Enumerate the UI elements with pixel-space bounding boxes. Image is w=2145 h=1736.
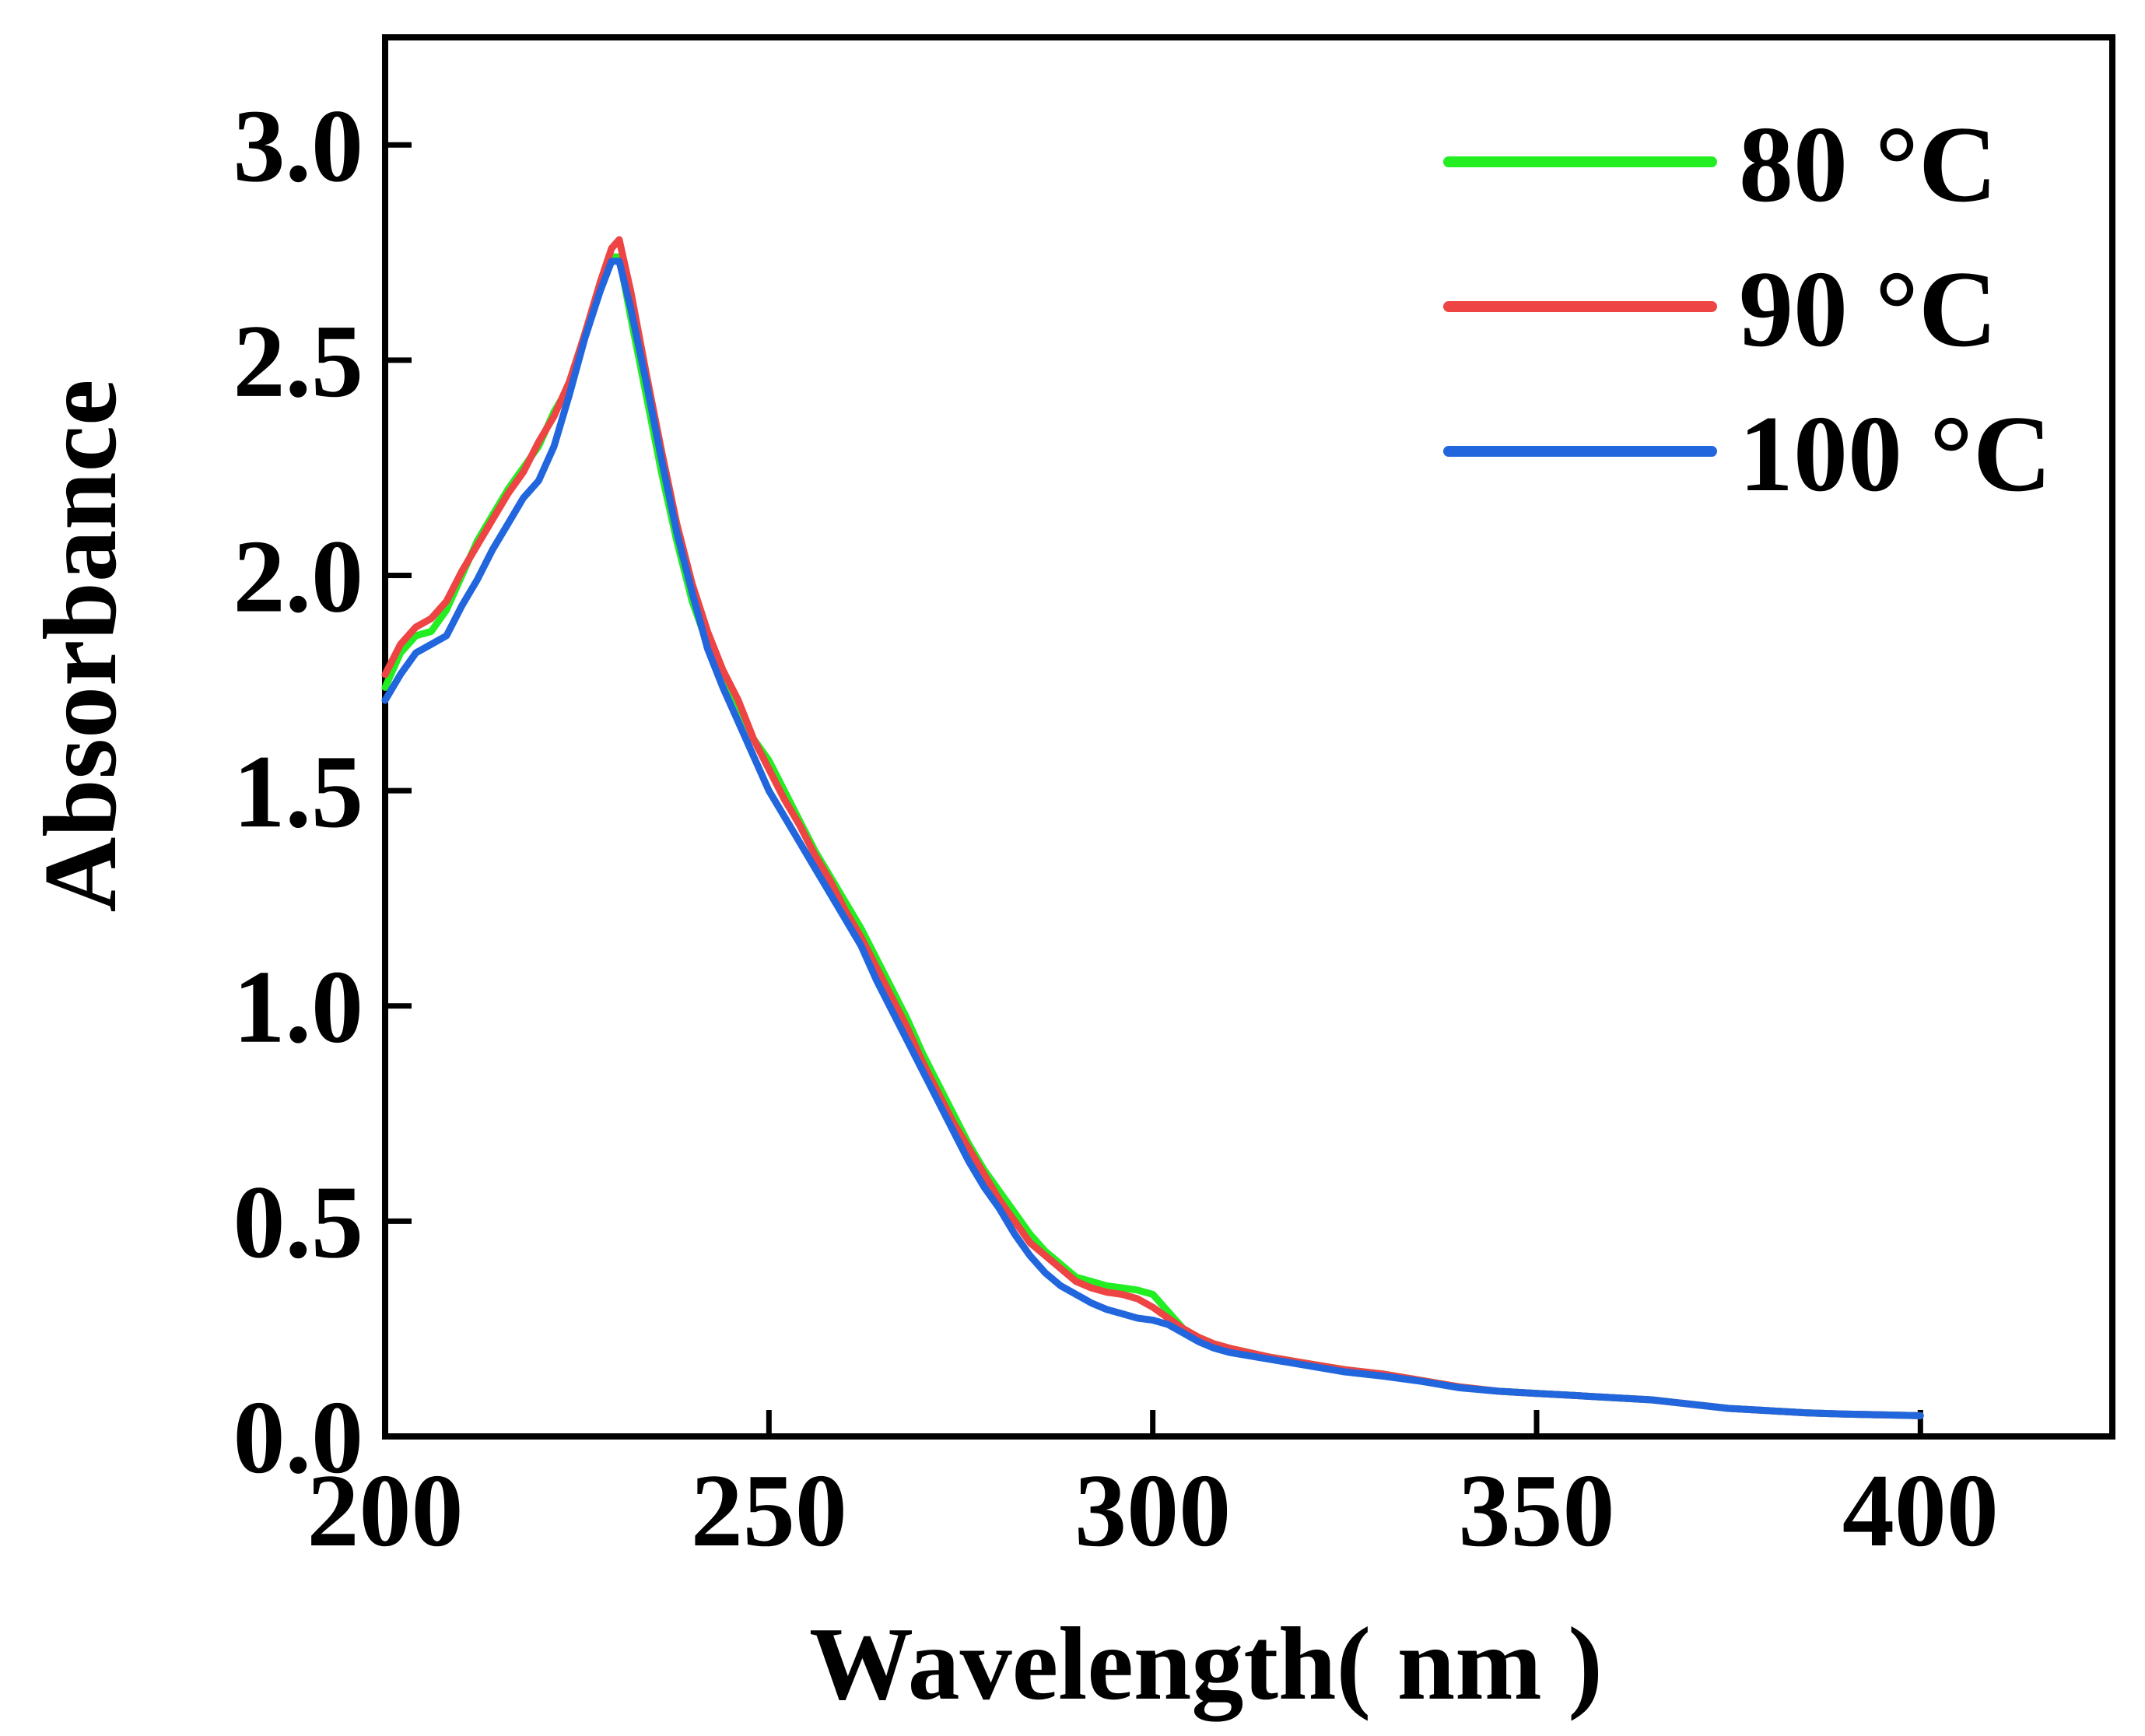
- plot-frame: [382, 34, 2115, 1440]
- series-line-100c: [381, 258, 1924, 1419]
- y-tick-label: 1.5: [233, 734, 364, 849]
- y-tick-label: 0.5: [233, 1164, 364, 1279]
- x-tick-label: 350: [1459, 1453, 1615, 1568]
- legend-label-100c: 100 °C: [1739, 394, 2052, 514]
- y-tick-label: 2.5: [233, 303, 364, 419]
- y-tick-label: 2.0: [233, 519, 364, 634]
- x-tick-label: 200: [307, 1453, 464, 1568]
- y-tick-label: 0.0: [233, 1380, 364, 1495]
- x-tick-label: 300: [1074, 1453, 1231, 1568]
- legend: 80 °C 90 °C 100 °C: [1443, 104, 2052, 514]
- y-axis-tick-labels: 0.0 0.5 1.0 1.5 2.0 2.5 3.0: [233, 88, 364, 1495]
- y-axis-ticks: [385, 142, 412, 1440]
- legend-label-80c: 80 °C: [1739, 104, 1997, 225]
- series-lines: [381, 236, 1924, 1419]
- x-axis-tick-labels: 200 250 300 350 400: [307, 1453, 1999, 1568]
- x-axis-title: Wavelength( nm ): [809, 1606, 1603, 1722]
- legend-label-90c: 90 °C: [1739, 249, 1997, 370]
- x-tick-label: 250: [691, 1453, 847, 1568]
- x-tick-label: 400: [1842, 1453, 1999, 1568]
- y-tick-label: 1.0: [233, 949, 364, 1064]
- y-tick-label: 3.0: [233, 88, 364, 203]
- y-axis-title: Absorbance: [23, 380, 138, 913]
